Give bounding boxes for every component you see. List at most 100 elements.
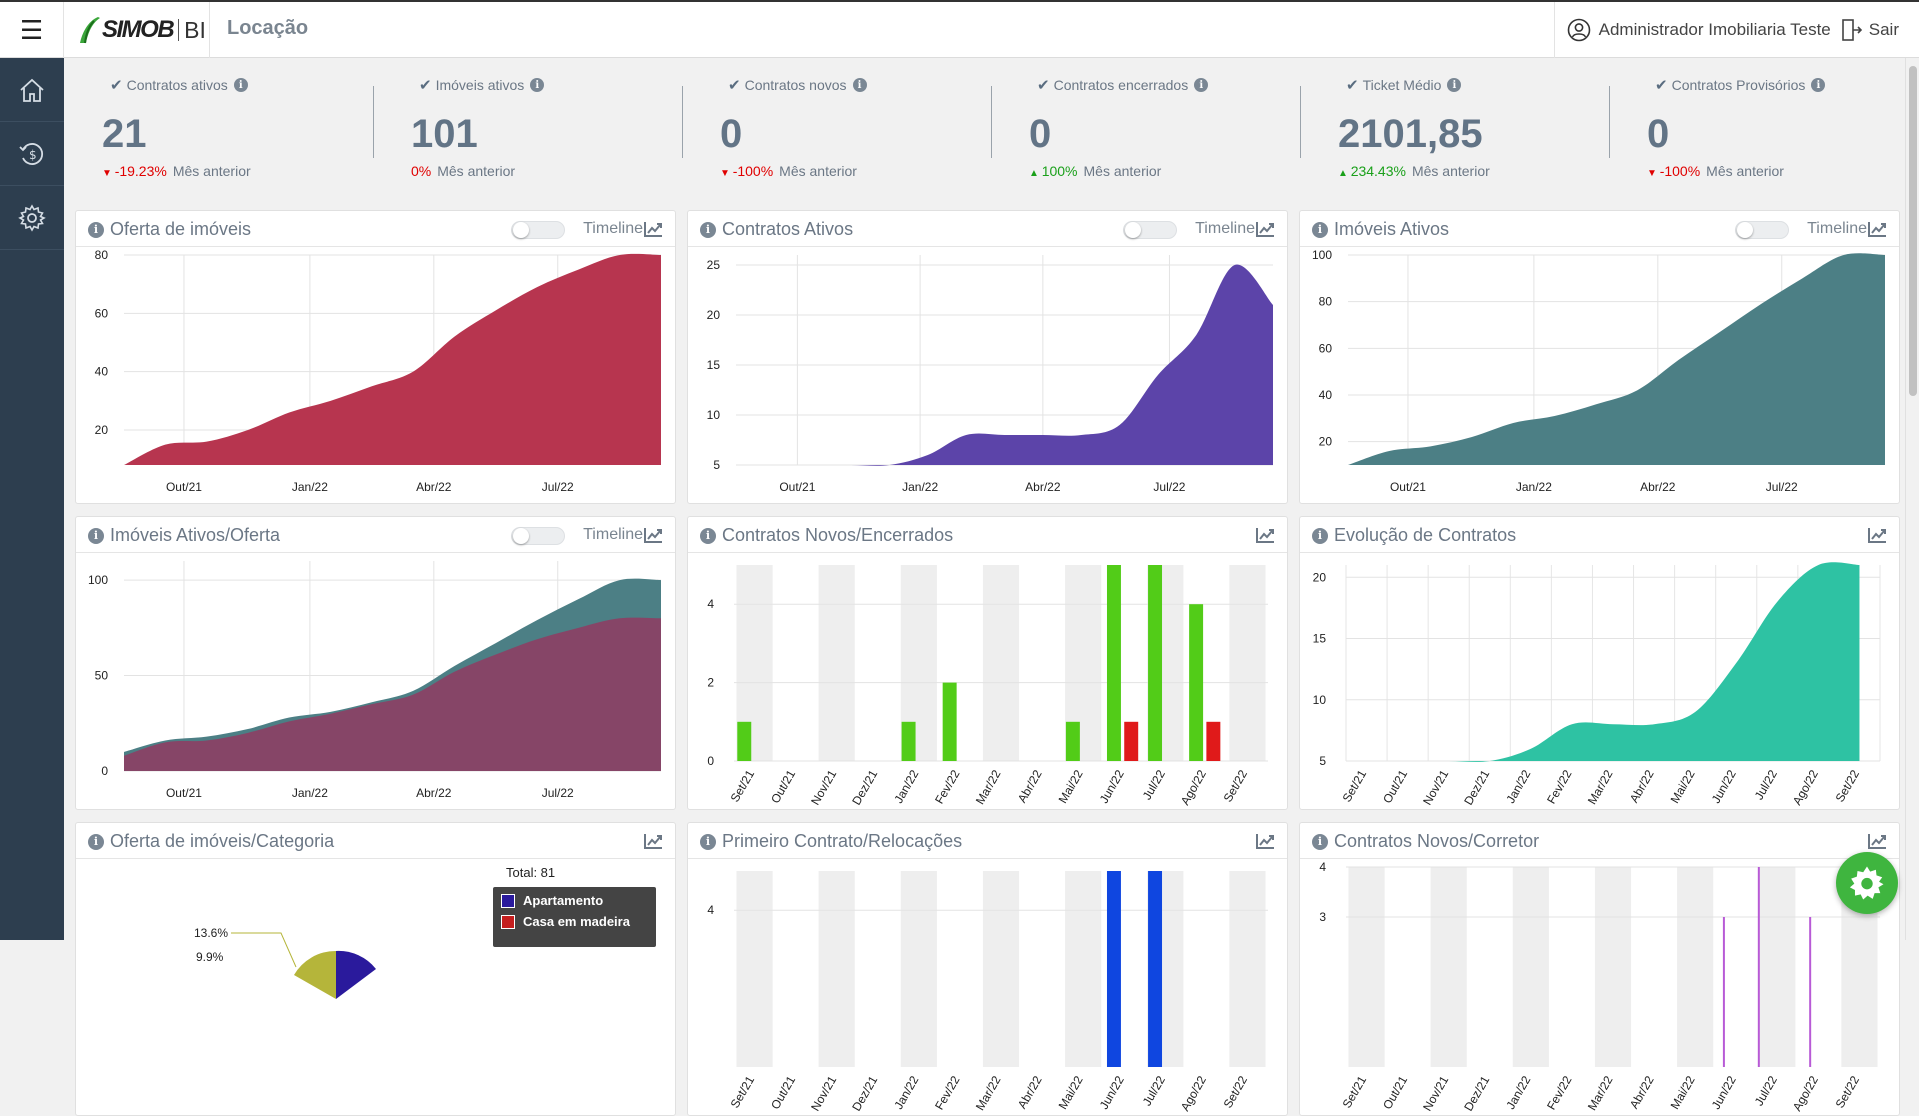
x-tick-label: Mar/22 (1585, 1073, 1616, 1113)
legend-item[interactable]: Apartamento (493, 887, 656, 908)
logo-swoosh-icon (80, 17, 100, 44)
info-icon[interactable]: i (1312, 833, 1328, 850)
info-icon[interactable]: i (530, 78, 545, 92)
category-band (1512, 867, 1549, 1067)
sidebar-item-finance[interactable]: $ (0, 122, 64, 186)
x-tick-label: Abr/22 (1627, 767, 1657, 805)
logout-door-icon (1841, 19, 1862, 41)
info-icon[interactable]: i (88, 527, 104, 544)
user-name[interactable]: Administrador Imobiliaria Teste (1598, 20, 1831, 39)
info-icon[interactable]: i (852, 78, 867, 92)
info-icon[interactable]: i (1811, 78, 1826, 92)
kpi-card: ✔ Imóveis ativos i 101 0% Mês anterior (373, 58, 682, 198)
info-icon[interactable]: i (1312, 527, 1328, 544)
timeline-button[interactable]: Timeline (583, 220, 663, 238)
sidebar-item-settings[interactable] (0, 186, 64, 250)
x-tick-label: Out/21 (166, 480, 202, 494)
y-tick-label: 15 (707, 358, 721, 372)
logout-label: Sair (1868, 20, 1899, 39)
logout-button[interactable]: Sair (1841, 18, 1899, 42)
category-band (1677, 867, 1714, 1067)
pie-label-line (231, 932, 297, 968)
chart-svg: Out/21 Jan/22 Abr/22 Jul/22 20 40 60 80 100 (1312, 248, 1885, 494)
x-tick-label: Jun/22 (1097, 1073, 1127, 1111)
panel-ativos-oferta: i Imóveis Ativos/Oferta Timeline Out/21 Jan/… (75, 516, 676, 810)
line-chart-icon (643, 220, 663, 238)
y-tick-label: 50 (95, 669, 109, 683)
timeline-toggle[interactable] (511, 527, 565, 545)
caret-down-icon: ▼ (720, 168, 733, 179)
scrollbar-thumb[interactable] (1909, 66, 1917, 396)
info-icon[interactable]: i (700, 833, 716, 850)
kpi-delta: ▲ 234.43% Mês anterior (1338, 163, 1490, 179)
info-icon[interactable]: i (1194, 78, 1209, 92)
x-tick-label: Ago/22 (1178, 767, 1209, 807)
info-icon[interactable]: i (1447, 78, 1462, 92)
category-band (1024, 871, 1061, 1067)
line-chart-icon[interactable] (1255, 832, 1275, 850)
x-tick-label: Jul/22 (1153, 480, 1185, 494)
sidebar-item-home[interactable] (0, 58, 64, 122)
x-tick-label: Out/21 (768, 1073, 798, 1111)
panel-evolucao: i Evolução de Contratos 5 10 15 20 Set/21 Out/2… (1299, 516, 1900, 810)
timeline-button[interactable]: Timeline (1807, 220, 1887, 238)
x-tick-label: Dez/21 (849, 767, 880, 807)
gear-icon (1849, 866, 1884, 900)
info-icon[interactable]: i (233, 78, 248, 92)
kpi-delta: 0% Mês anterior (411, 163, 516, 179)
hamburger-menu-button[interactable]: ☰ (0, 2, 64, 58)
line-chart-icon[interactable] (1255, 526, 1275, 544)
y-tick-label: 40 (95, 365, 109, 379)
line-chart-icon[interactable] (1867, 526, 1887, 544)
info-icon[interactable]: i (700, 527, 716, 544)
category-band (982, 565, 1020, 761)
x-tick-label: Jul/22 (1752, 767, 1780, 802)
settings-fab-button[interactable] (1836, 852, 1898, 914)
y-tick-label: 25 (707, 258, 721, 272)
timeline-button[interactable]: Timeline (583, 526, 663, 544)
x-tick-label: Abr/22 (416, 480, 452, 494)
info-icon[interactable]: i (700, 221, 716, 238)
y-tick-label: 0 (707, 754, 714, 768)
page-scrollbar[interactable] (1905, 58, 1919, 940)
info-icon[interactable]: i (88, 833, 104, 850)
x-tick-label: Abr/22 (1015, 1073, 1045, 1111)
bar-primeiro-contrato (1148, 871, 1163, 1067)
category-band (859, 871, 896, 1067)
panel-primeiro-contrato: i Primeiro Contrato/Relocações 4 Set/21 Out/… (687, 822, 1288, 1116)
line-chart-icon[interactable] (1867, 832, 1887, 850)
chart-svg: Out/21 Jan/22 Abr/22 Jul/22 5 10 15 20 25 (707, 255, 1273, 494)
x-tick-label: Out/21 (1390, 480, 1426, 494)
x-tick-label: Nov/21 (1420, 767, 1451, 807)
x-tick-label: Abr/22 (416, 786, 452, 800)
x-tick-label: Abr/22 (1015, 767, 1045, 805)
info-icon[interactable]: i (1312, 221, 1328, 238)
category-band (900, 871, 937, 1067)
check-icon: ✔ (419, 77, 432, 94)
y-tick-label: 5 (713, 458, 720, 472)
x-tick-label: Set/22 (1221, 1073, 1251, 1110)
panel-novos-encerrados: i Contratos Novos/Encerrados 0 2 4 Set/21 Out/… (687, 516, 1288, 810)
timeline-toggle[interactable] (511, 221, 565, 239)
panel-title: i Imóveis Ativos/Oferta (88, 525, 280, 546)
simob-bi-logo[interactable]: SIMOB BI (64, 2, 210, 58)
legend-item[interactable]: Casa em madeira (493, 908, 656, 929)
timeline-toggle[interactable] (1735, 221, 1789, 239)
timeline-toggle[interactable] (1123, 221, 1177, 239)
caret-up-icon: ▲ (1338, 168, 1351, 179)
caret-down-icon: ▼ (102, 168, 115, 179)
y-tick-label: 80 (95, 248, 109, 262)
kpi-label: ✔ Contratos novos i (728, 76, 867, 94)
area-series (124, 253, 661, 465)
area-series (1366, 562, 1860, 762)
pie-label: 13.6% (194, 926, 228, 940)
y-tick-label: 20 (707, 308, 721, 322)
timeline-button[interactable]: Timeline (1195, 220, 1275, 238)
area-series (1348, 253, 1885, 465)
kpi-divider (1300, 86, 1301, 158)
line-chart-icon[interactable] (643, 832, 663, 850)
user-circle-icon[interactable] (1567, 18, 1591, 42)
y-tick-label: 100 (1312, 248, 1332, 262)
info-icon[interactable]: i (88, 221, 104, 238)
x-tick-label: Mai/22 (1056, 767, 1086, 805)
